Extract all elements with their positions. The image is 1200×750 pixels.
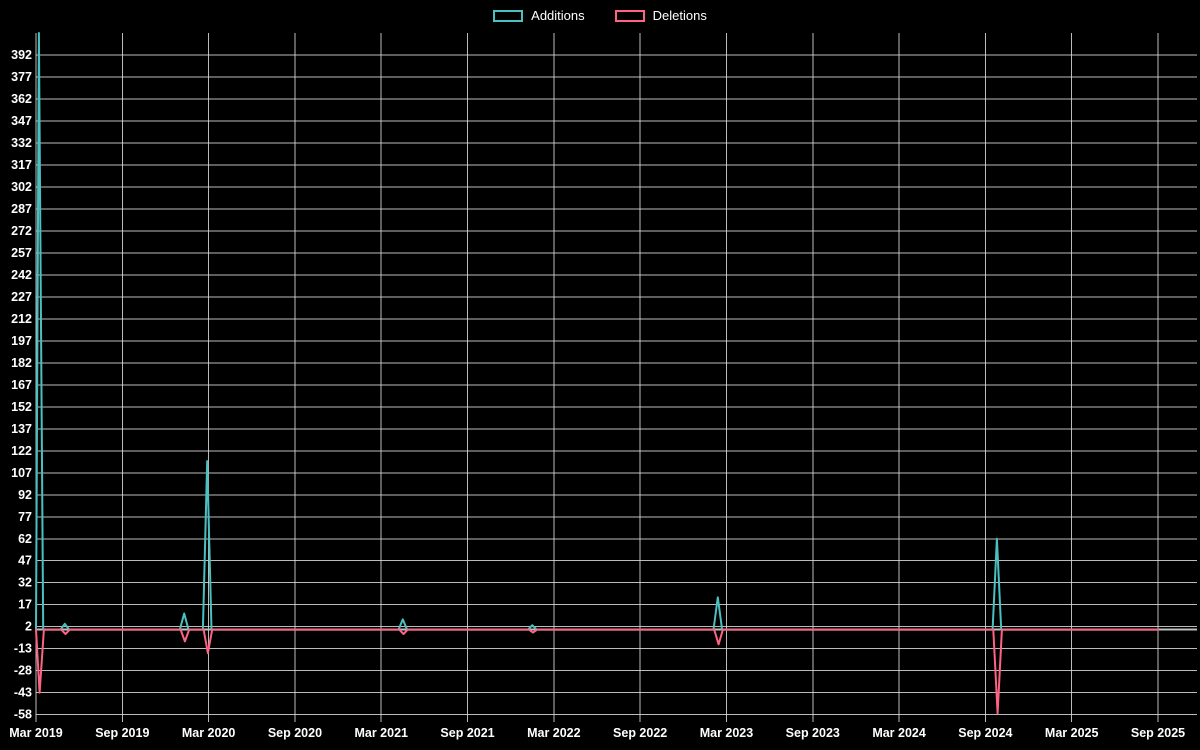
y-axis-tick-label: 122 — [11, 444, 32, 458]
legend-swatch-deletions — [614, 10, 645, 22]
y-axis-tick-label: 17 — [18, 598, 32, 612]
legend-label-deletions: Deletions — [652, 8, 707, 23]
y-axis-tick-label: 302 — [11, 180, 32, 194]
x-axis-tick-label: Mar 2022 — [527, 726, 581, 740]
additions-line — [35, 32, 1159, 631]
deletions-line — [35, 628, 1159, 715]
legend-label-additions: Additions — [531, 8, 585, 23]
x-axis-tick-label: Sep 2023 — [786, 726, 840, 740]
y-axis-tick-label: 317 — [11, 158, 32, 172]
y-axis-tick-label: 392 — [11, 48, 32, 62]
y-axis-tick-label: 332 — [11, 136, 32, 150]
x-axis-tick-label: Sep 2025 — [1131, 726, 1185, 740]
y-axis-tick-label: 167 — [11, 378, 32, 392]
y-axis-tick-label: -28 — [14, 664, 32, 678]
x-axis-tick-label: Mar 2023 — [700, 726, 754, 740]
x-axis-tick-label: Mar 2024 — [872, 726, 926, 740]
legend-item-deletions[interactable]: Deletions — [614, 8, 707, 24]
y-axis-tick-label: -43 — [14, 686, 32, 700]
y-axis-tick-label: 107 — [11, 466, 32, 480]
legend-item-additions[interactable]: Additions — [493, 8, 585, 24]
y-axis-tick-label: 92 — [18, 488, 32, 502]
y-axis-tick-label: 287 — [11, 202, 32, 216]
legend-swatch-additions — [493, 10, 524, 22]
y-axis-tick-label: 62 — [18, 532, 32, 546]
y-axis-tick-label: 212 — [11, 312, 32, 326]
y-axis-tick-label: 257 — [11, 246, 32, 260]
x-axis-tick-label: Sep 2021 — [440, 726, 494, 740]
y-axis-tick-label: 32 — [18, 576, 32, 590]
y-axis-tick-label: 182 — [11, 356, 32, 370]
y-axis-tick-label: 137 — [11, 422, 32, 436]
x-axis-tick-label: Sep 2022 — [613, 726, 667, 740]
y-axis-tick-label: 377 — [11, 70, 32, 84]
x-axis-tick-label: Sep 2019 — [95, 726, 149, 740]
y-axis-tick-label: 77 — [18, 510, 32, 524]
y-axis-tick-label: 362 — [11, 92, 32, 106]
x-axis-tick-label: Mar 2021 — [354, 726, 408, 740]
y-axis-tick-label: 242 — [11, 268, 32, 282]
x-axis-tick-label: Mar 2020 — [182, 726, 236, 740]
y-axis-tick-label: 227 — [11, 290, 32, 304]
x-axis-tick-label: Sep 2020 — [268, 726, 322, 740]
chart-legend: Additions Deletions — [0, 8, 1200, 24]
y-axis-tick-label: 197 — [11, 334, 32, 348]
y-axis-tick-label: 2 — [25, 620, 32, 634]
x-axis-tick-label: Mar 2025 — [1045, 726, 1099, 740]
y-axis-tick-label: -58 — [14, 708, 32, 722]
y-axis-tick-label: 347 — [11, 114, 32, 128]
y-axis-tick-label: 47 — [18, 554, 32, 568]
y-axis-tick-label: 272 — [11, 224, 32, 238]
x-axis-tick-label: Mar 2019 — [9, 726, 63, 740]
x-axis-tick-label: Sep 2024 — [958, 726, 1012, 740]
y-axis-tick-label: -13 — [14, 642, 32, 656]
y-axis-tick-label: 152 — [11, 400, 32, 414]
